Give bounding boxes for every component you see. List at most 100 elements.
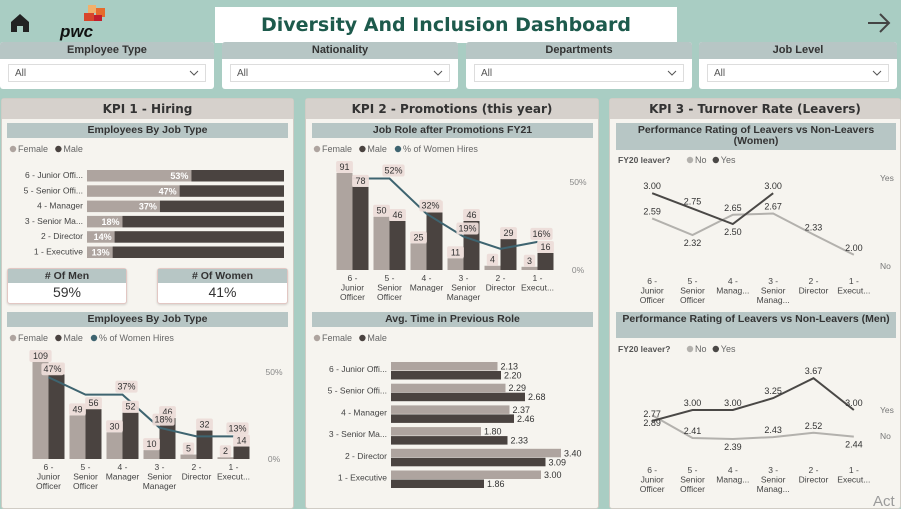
data-label: 37% [139,202,157,212]
category-label: 6 - [647,276,657,286]
legend-swatch [90,334,98,342]
leavers-men-line-chart: FY20 leaver? No Yes 2.89 2.41 2.39 2.43 2.52 2.4… [618,344,894,494]
filter-label: Nationality [222,42,458,59]
category-label: 2 - [496,273,506,283]
departments-dropdown[interactable]: All [474,64,684,82]
female-data-label: 3.00 [544,470,562,480]
category-label: Senior [73,472,98,482]
pct-data-label-bg [456,222,479,235]
category-label: Officer [377,292,402,302]
dropdown-value: All [714,67,726,79]
female-bar [391,362,498,371]
pct-data-label: 18% [154,415,172,425]
category-label: 4 - Manager [341,407,387,417]
navigate-next-button[interactable] [864,10,894,36]
category-label: 6 - [348,273,358,283]
female-bar [87,215,123,228]
kpi1-chart1-title: Employees By Job Type [7,123,288,138]
male-data-label: 52 [125,402,135,412]
female-bar [391,448,561,458]
employee-type-dropdown[interactable]: All [8,64,206,82]
avg-time-bar-chart: Female Male 6 - Junior Offi... 2.132.20 5 - … [313,333,582,489]
pct-data-label-bg [115,380,138,393]
category-label: 5 - [81,462,91,472]
series-end-label: No [880,261,891,271]
category-label: 3 - Senior Ma... [329,429,387,439]
filter-employee-type: Employee Type All [0,42,214,89]
female-data-label: 11 [451,247,460,257]
male-data-label: 16 [540,242,550,252]
leavers-women-line-chart: FY20 leaver? No Yes 2.59 2.32 2.65 2.67 2.33 2.0… [618,155,894,305]
no-data-label: 2.65 [724,203,742,213]
male-data-label: 32 [199,420,209,430]
female-column [521,266,538,270]
legend-swatch [9,334,17,342]
category-label: Officer [680,295,705,305]
pwc-logo: pwc [58,5,118,41]
data-label: 53% [170,171,188,181]
category-label: 3 - [459,273,469,283]
category-label: 6 - [647,465,657,475]
yes-data-label: 3.00 [764,181,782,191]
series-end-label: Yes [880,405,894,415]
male-data-label: 46 [466,210,476,220]
category-label: 6 - [44,462,54,472]
female-data-label: 2.13 [501,362,519,372]
male-column [537,252,554,270]
pct-data-label-bg [152,413,175,426]
yes-data-label: 2.77 [643,409,661,419]
male-column [196,430,213,459]
female-data-label-bg [143,438,160,451]
male-data-label: 14 [236,436,246,446]
male-data-label: 2.20 [504,371,522,381]
chevron-down-icon [872,70,882,76]
no-series-line [651,414,854,440]
category-label: Senior [377,283,402,293]
home-button[interactable] [7,10,33,36]
female-data-label: 3 [527,256,532,266]
male-column [85,409,102,459]
nationality-dropdown[interactable]: All [230,64,450,82]
data-label: 13% [92,248,110,258]
male-data-label: 2.46 [517,414,535,424]
svg-text:pwc: pwc [59,22,94,41]
female-data-label: 109 [33,351,48,361]
men-count-card: # Of Men 59% [7,268,127,304]
legend-title: FY20 leaver? [618,155,670,165]
male-data-label: 2.68 [528,392,546,402]
job-level-dropdown[interactable]: All [707,64,889,82]
pct-data-label: 19% [458,224,476,234]
female-data-label-bg [69,403,86,416]
female-data-label: 2 [223,446,228,456]
yes-series-line [651,192,774,226]
category-label: Junior [341,283,364,293]
female-data-label-bg [373,204,390,217]
female-data-label: 3.40 [564,448,582,458]
male-data-label-bg [389,208,406,221]
male-column [233,446,250,459]
female-column [69,415,86,459]
legend-label: % of Women Hires [403,144,478,154]
legend-label: No [695,155,707,165]
kpi3-title: KPI 3 - Turnover Rate (Leavers) [610,99,900,119]
category-label: 4 - [728,465,738,475]
legend-swatch [9,145,17,153]
yes-data-label: 3.00 [684,398,702,408]
arrow-right-icon [868,13,891,33]
male-bar [114,231,284,243]
kpi3-chart2-title: Performance Rating of Leavers vs Non-Lea… [616,312,896,338]
category-label: Senior [451,283,476,293]
yes-data-label: 3.25 [764,386,782,396]
female-bar [391,427,481,436]
female-column [217,457,234,459]
category-label: 2 - [809,465,819,475]
female-data-label: 4 [490,255,495,265]
yes-data-label: 2.50 [724,227,742,237]
female-data-label: 2.29 [509,383,527,393]
male-data-label: 3.09 [549,457,567,467]
category-label: Senior [147,472,172,482]
female-column [410,243,427,270]
female-bar [87,185,180,197]
category-label: Manager [447,292,481,302]
category-label: 2 - [809,276,819,286]
